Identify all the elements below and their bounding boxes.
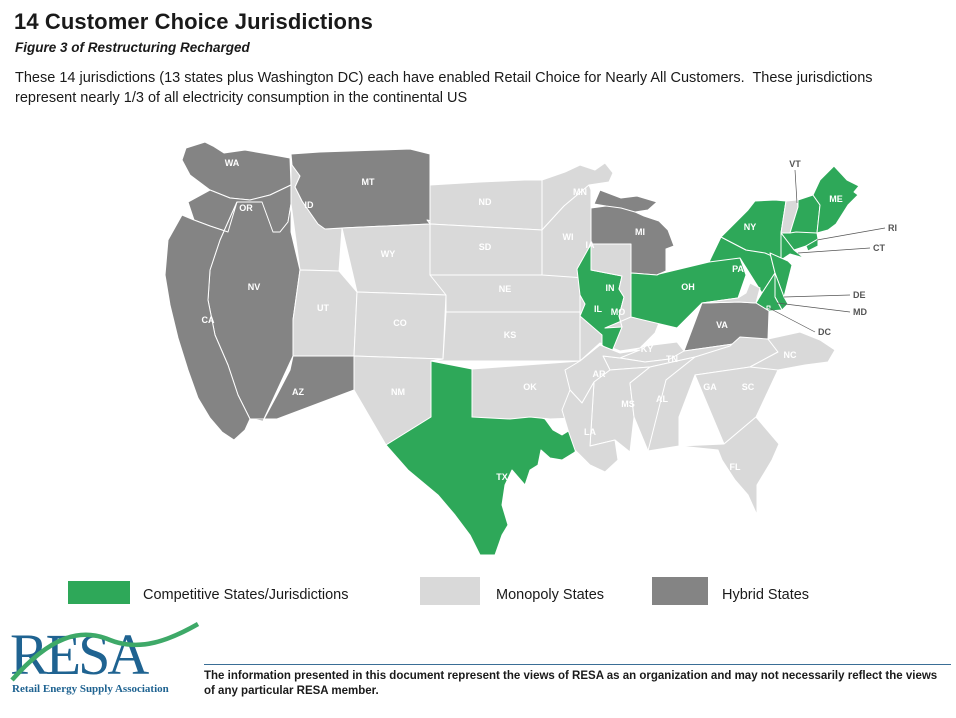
svg-text:Retail Energy Supply Associati: Retail Energy Supply Association: [12, 683, 169, 695]
svg-text:RESA: RESA: [10, 622, 149, 687]
